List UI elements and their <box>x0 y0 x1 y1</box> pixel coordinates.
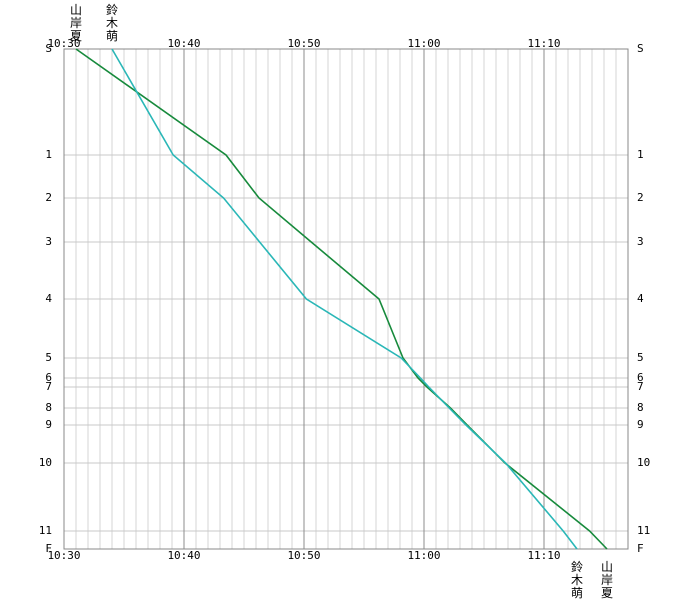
y-tick-label-right: 4 <box>637 292 644 305</box>
x-tick-label-bottom: 11:00 <box>407 549 440 562</box>
y-tick-label: 8 <box>45 401 52 414</box>
y-tick-label: 3 <box>45 235 52 248</box>
y-tick-label: 5 <box>45 351 52 364</box>
y-tick-label-right: S <box>637 42 644 55</box>
x-tick-label-bottom: 10:40 <box>167 549 200 562</box>
y-tick-label-right: 3 <box>637 235 644 248</box>
y-tick-label-right: 7 <box>637 380 644 393</box>
series-line <box>111 48 578 550</box>
series-name: 鈴木萌 <box>106 2 118 43</box>
series-name: 山岸夏 <box>601 560 613 600</box>
series-name: 山岸夏 <box>70 3 82 43</box>
x-tick-label-bottom: 11:10 <box>527 549 560 562</box>
y-tick-label: 6 <box>45 371 52 384</box>
x-tick-label: 11:00 <box>407 37 440 50</box>
y-tick-label-right: 1 <box>637 148 644 161</box>
y-tick-label: 7 <box>45 380 52 393</box>
y-tick-label-right: F <box>637 542 644 555</box>
x-tick-label: 10:50 <box>287 37 320 50</box>
y-tick-label-right: 8 <box>637 401 644 414</box>
y-tick-label: S <box>45 42 52 55</box>
y-tick-label-right: 9 <box>637 418 644 431</box>
plot-frame <box>63 48 629 550</box>
y-tick-label: 11 <box>39 524 52 537</box>
x-tick-label-bottom: 10:30 <box>47 549 80 562</box>
y-tick-label: 2 <box>45 191 52 204</box>
y-tick-label-right: 10 <box>637 456 650 469</box>
y-tick-label-right: 2 <box>637 191 644 204</box>
x-tick-label: 10:40 <box>167 37 200 50</box>
series-name: 鈴木萌 <box>571 559 583 600</box>
y-tick-label: 10 <box>39 456 52 469</box>
x-tick-label: 11:10 <box>527 37 560 50</box>
x-tick-label: 10:30 <box>47 37 80 50</box>
y-tick-label: 9 <box>45 418 52 431</box>
y-tick-label-right: 6 <box>637 371 644 384</box>
x-tick-label-bottom: 10:50 <box>287 549 320 562</box>
y-tick-label: 1 <box>45 148 52 161</box>
y-tick-label-right: 11 <box>637 524 650 537</box>
y-tick-label: F <box>45 542 52 555</box>
y-tick-label: 4 <box>45 292 52 305</box>
y-tick-label-right: 5 <box>637 351 644 364</box>
